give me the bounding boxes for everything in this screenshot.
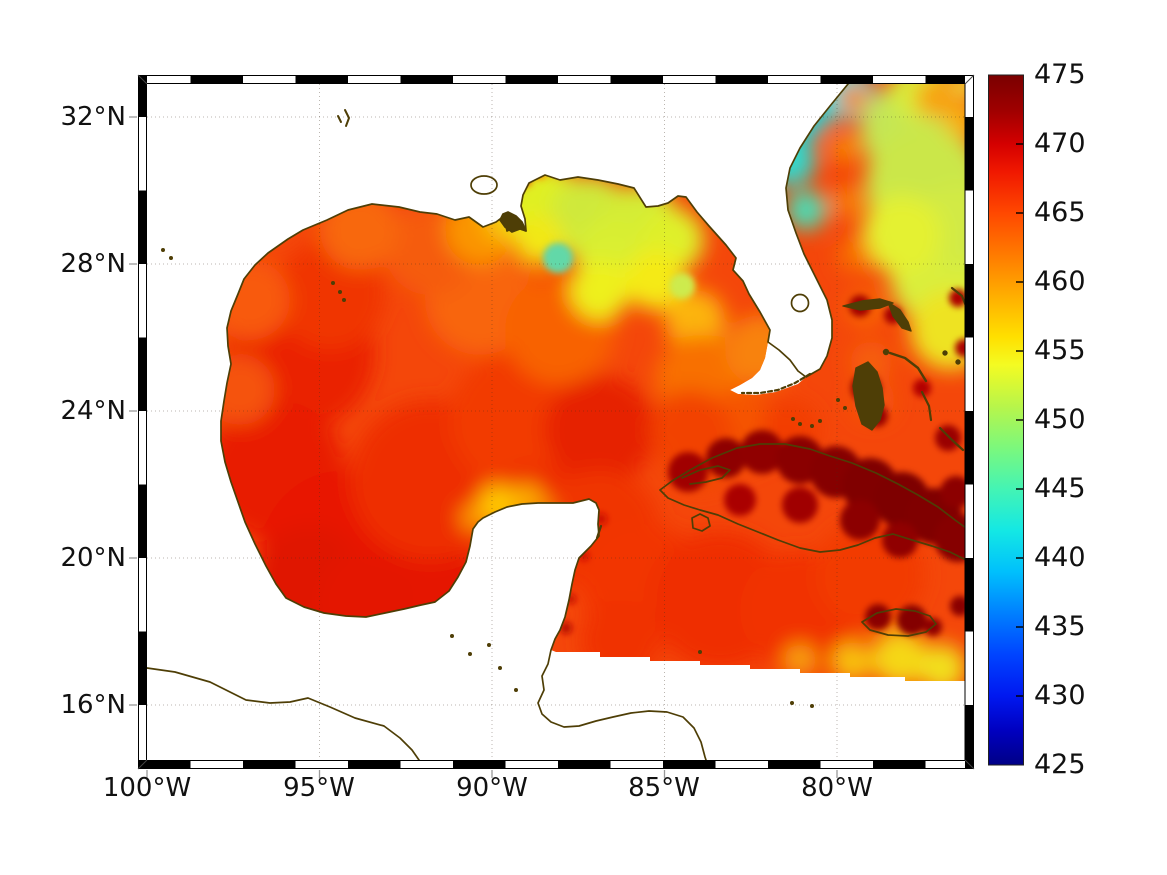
lat-tick-label: 24°N: [60, 396, 126, 426]
mississippi-delta: [499, 211, 527, 233]
lon-tick-label: 100°W: [102, 773, 192, 803]
colorbar-tick-label: 475: [1034, 59, 1086, 90]
texas-lakes: [337, 109, 350, 127]
bahamas-islands: [842, 286, 968, 452]
florida-keys: [740, 372, 812, 395]
colorbar-tick-label: 440: [1034, 542, 1086, 573]
cuba-inner-lagoon: [681, 465, 731, 485]
coastlines: [146, 83, 968, 761]
lat-tick-label: 28°N: [60, 249, 126, 279]
lat-tick-label: 32°N: [60, 102, 126, 132]
small-islands: [161, 248, 814, 708]
colorbar-tick-label: 425: [1034, 749, 1086, 780]
colorbar-tick-label: 450: [1034, 404, 1086, 435]
colorbar-tick-label: 435: [1034, 611, 1086, 642]
cay-sal-bank: [791, 398, 847, 428]
isle-of-youth: [691, 513, 711, 532]
colorbar-tick-label: 460: [1034, 266, 1086, 297]
lon-tick-label: 95°W: [283, 773, 355, 803]
lon-tick-label: 85°W: [628, 773, 700, 803]
lake-okeechobee: [790, 293, 810, 313]
cuba-outline: [659, 443, 967, 561]
lat-tick-label: 20°N: [60, 543, 126, 573]
gridlines: [147, 84, 965, 760]
coast-mainland: [220, 83, 849, 761]
colorbar-tick-label: 470: [1034, 128, 1086, 159]
axis-ticks: [129, 116, 838, 778]
cozumel: [595, 524, 603, 540]
colorbar: [988, 74, 1024, 766]
lon-tick-label: 90°W: [456, 773, 528, 803]
jamaica-outline: [861, 608, 937, 637]
colorbar-tick-label: 430: [1034, 680, 1086, 711]
lon-tick-label: 80°W: [801, 773, 873, 803]
lat-tick-label: 16°N: [60, 690, 126, 720]
lake-pontchartrain: [470, 175, 498, 195]
coast-pacific-mexico: [146, 667, 420, 761]
map-frame: [137, 74, 975, 770]
colorbar-tick-label: 455: [1034, 335, 1086, 366]
colorbar-tick-label: 465: [1034, 197, 1086, 228]
colorbar-tick-label: 445: [1034, 473, 1086, 504]
